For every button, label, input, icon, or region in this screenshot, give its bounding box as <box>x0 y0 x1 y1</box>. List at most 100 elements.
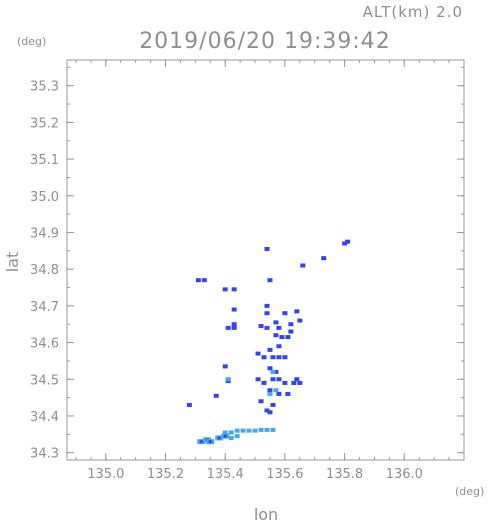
y-axis-label: lat <box>3 252 22 273</box>
echo-point <box>321 256 327 261</box>
echo-point <box>291 380 297 385</box>
echo-point <box>276 391 282 396</box>
x-axis-unit: (deg) <box>455 485 484 498</box>
echo-point <box>195 278 201 283</box>
y-tick-label: 34.9 <box>30 226 59 241</box>
echo-point <box>276 355 282 360</box>
echo-point <box>273 333 279 338</box>
echo-point <box>270 402 276 407</box>
echo-point <box>231 287 237 292</box>
echo-point <box>297 318 303 323</box>
y-tick-label: 35.3 <box>30 80 59 95</box>
echo-blob-core <box>199 440 203 444</box>
echo-point <box>258 427 264 432</box>
x-tick-label: 135.2 <box>147 467 184 482</box>
echo-point <box>273 388 279 393</box>
echo-point <box>267 366 273 371</box>
echo-point <box>276 344 282 349</box>
y-tick-label: 34.7 <box>30 300 59 315</box>
echo-point <box>225 377 231 382</box>
echo-points <box>186 239 351 445</box>
echo-point <box>282 355 288 360</box>
echo-point <box>285 391 291 396</box>
echo-point <box>228 435 234 440</box>
echo-point <box>270 355 276 360</box>
y-axis-unit: (deg) <box>17 35 46 48</box>
echo-point <box>282 311 288 316</box>
echo-point <box>270 369 276 374</box>
echo-point <box>252 428 258 433</box>
echo-point <box>270 427 276 432</box>
echo-point <box>264 311 270 316</box>
echo-point <box>285 335 291 340</box>
echo-point <box>234 428 240 433</box>
echo-point <box>231 325 237 330</box>
echo-point <box>225 325 231 330</box>
echo-point <box>261 355 267 360</box>
echo-point <box>264 408 270 413</box>
axis-ticks: 135.0 135.2 135.4 135.6 135.8 136.0 34.3 34.4 34… <box>30 60 464 482</box>
echo-blob-core <box>208 440 212 444</box>
echo-point <box>213 393 219 398</box>
echo-point <box>276 377 282 382</box>
echo-point <box>267 278 273 283</box>
x-tick-label: 136.0 <box>386 467 423 482</box>
echo-blob-core <box>223 434 227 438</box>
echo-blob-core <box>217 436 221 440</box>
echo-point <box>186 402 192 407</box>
echo-point <box>240 428 246 433</box>
echo-point <box>231 307 237 312</box>
echo-point <box>246 428 252 433</box>
altitude-label: ALT(km) 2.0 <box>363 3 463 21</box>
echo-point <box>228 430 234 435</box>
echo-point <box>273 320 279 325</box>
echo-point <box>267 347 273 352</box>
echo-point <box>264 427 270 432</box>
echo-point <box>294 377 300 382</box>
x-tick-label: 135.8 <box>326 467 363 482</box>
echo-point <box>282 380 288 385</box>
x-tick-label: 135.4 <box>207 467 244 482</box>
echo-point <box>273 369 279 374</box>
echo-point <box>264 303 270 308</box>
y-tick-label: 34.4 <box>30 410 59 425</box>
y-tick-label: 35.1 <box>30 153 59 168</box>
y-tick-label: 35.0 <box>30 190 59 205</box>
echo-point <box>222 430 228 435</box>
echo-point <box>342 241 348 246</box>
echo-point <box>255 377 261 382</box>
y-tick-label: 35.2 <box>30 116 59 131</box>
y-tick-label: 34.8 <box>30 263 59 278</box>
echo-point <box>201 278 207 283</box>
echo-point <box>222 364 228 369</box>
echo-point <box>270 377 276 382</box>
echo-point <box>267 391 273 396</box>
y-tick-label: 34.6 <box>30 337 59 352</box>
echo-point <box>345 239 351 244</box>
echo-point <box>294 309 300 314</box>
echo-point <box>276 325 282 330</box>
echo-point <box>267 410 273 415</box>
echo-point <box>261 380 267 385</box>
echo-point <box>231 322 237 327</box>
plot-frame <box>66 59 465 461</box>
echo-point <box>267 388 273 393</box>
echo-point <box>288 322 294 327</box>
x-tick-label: 135.6 <box>266 467 303 482</box>
echo-point <box>279 335 285 340</box>
echo-point <box>288 329 294 334</box>
echo-point <box>297 380 303 385</box>
y-tick-label: 34.3 <box>30 447 59 462</box>
y-tick-label: 34.5 <box>30 373 59 388</box>
echo-point <box>255 351 261 356</box>
chart-title: 2019/06/20 19:39:42 <box>139 29 391 54</box>
x-tick-label: 135.0 <box>87 467 124 482</box>
echo-point <box>300 263 306 268</box>
echo-point <box>258 324 264 329</box>
echo-point <box>234 434 240 439</box>
echo-point <box>264 325 270 330</box>
echo-point <box>258 399 264 404</box>
x-axis-label: lon <box>254 505 278 521</box>
echo-point <box>222 287 228 292</box>
